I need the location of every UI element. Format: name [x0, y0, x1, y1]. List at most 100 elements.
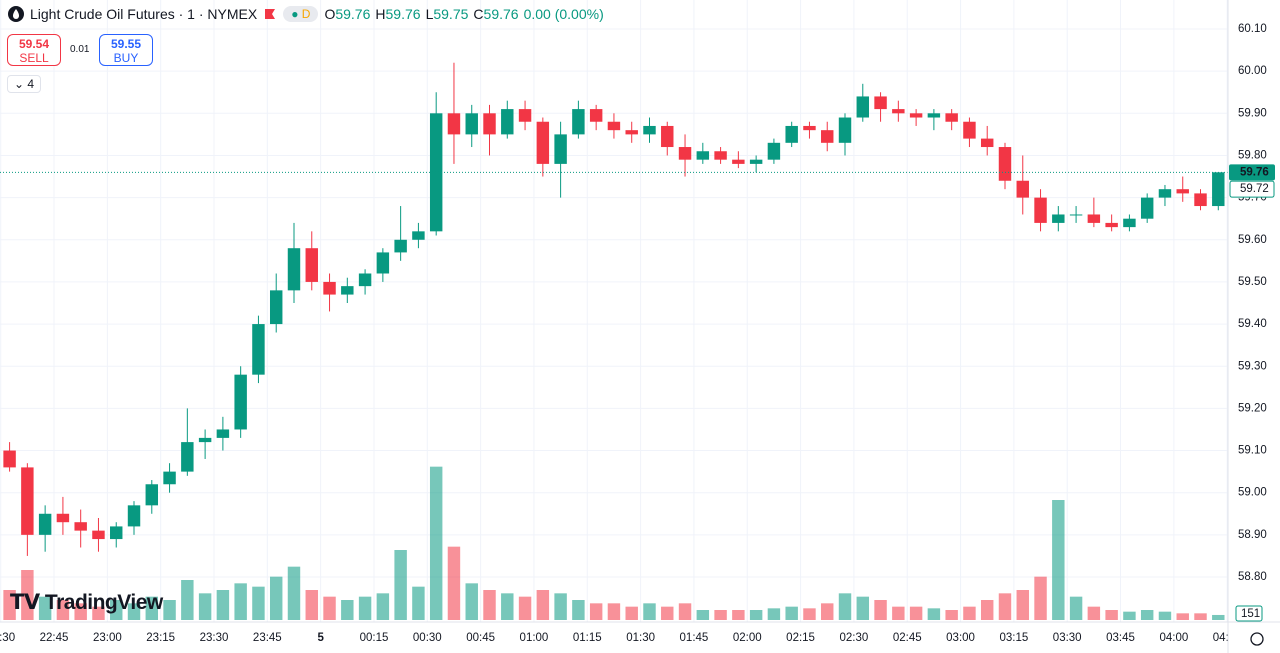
indicator-toggle[interactable]: ⌄ 4 — [7, 75, 42, 93]
last-price-box — [1229, 164, 1275, 181]
candle-body — [927, 113, 941, 118]
volume-bar — [1194, 613, 1207, 620]
candle-body — [1158, 189, 1172, 198]
x-tick-label: 23:00 — [93, 632, 122, 644]
y-tick-label: 59.90 — [1238, 107, 1267, 119]
volume-bar — [678, 603, 692, 620]
candle-body — [74, 522, 87, 531]
buy-button[interactable]: 59.55 BUY — [99, 34, 153, 66]
volume-bar — [341, 600, 354, 620]
candle-body — [56, 513, 70, 523]
volume-bar — [1034, 576, 1047, 620]
candle-body — [661, 125, 674, 148]
candle-body — [447, 113, 461, 135]
volume-bar — [607, 603, 621, 620]
volume-bar — [696, 610, 710, 620]
y-tick-label: 60.10 — [1238, 23, 1267, 35]
volume-bar — [1176, 613, 1189, 620]
candle-body — [145, 484, 159, 506]
volume-bar — [465, 583, 478, 620]
volume-bar — [198, 593, 212, 620]
candle-body — [803, 125, 816, 131]
y-tick-label: 59.50 — [1238, 276, 1267, 288]
volume-bar — [429, 466, 443, 620]
volume-bar — [963, 606, 976, 620]
candle-body — [696, 151, 710, 160]
volume-bar — [216, 590, 230, 620]
x-tick-label: 01:45 — [680, 632, 709, 644]
volume-value-label: 151 — [1241, 608, 1260, 620]
ohlc-key: O — [324, 6, 336, 22]
x-tick-label: 22:30 — [0, 632, 15, 644]
y-tick-label: 59.00 — [1238, 487, 1267, 499]
candle-body — [501, 109, 514, 135]
y-tick-label: 58.90 — [1238, 529, 1267, 541]
volume-bar — [110, 600, 123, 620]
volume-layer — [3, 466, 1225, 620]
candle-body — [234, 374, 247, 430]
logo[interactable]: 𝗧𝗩 TradingView — [10, 591, 163, 614]
x-tick-label: 01:00 — [520, 632, 549, 644]
volume-bar — [181, 580, 194, 620]
candle-body — [892, 109, 905, 114]
y-tick-label: 59.20 — [1238, 402, 1267, 414]
volume-bar — [518, 596, 532, 620]
candle-body — [1052, 214, 1065, 223]
flag-icon[interactable] — [263, 7, 277, 21]
volume-bar — [305, 590, 318, 620]
y-tick-label: 58.80 — [1238, 571, 1267, 583]
candle-body — [589, 109, 603, 122]
candle-body — [1105, 222, 1118, 228]
line-value-box — [1229, 180, 1275, 198]
candle-body — [767, 142, 781, 160]
candle-body — [465, 113, 478, 135]
candle-body — [1123, 218, 1136, 228]
candle-body — [1016, 180, 1029, 198]
candle-body — [269, 290, 283, 325]
sell-label: SELL — [19, 51, 49, 65]
ohlc-key: H — [375, 6, 386, 22]
candle-body — [198, 437, 212, 443]
volume-bar — [945, 610, 958, 620]
buy-price: 59.55 — [110, 37, 142, 51]
volume-bar — [21, 570, 34, 620]
x-tick-label: 5 — [317, 632, 324, 644]
x-tick-label: 00:45 — [466, 632, 495, 644]
change: 0.00 (0.00%) — [523, 6, 604, 22]
volume-bar — [661, 606, 674, 620]
candle-body — [732, 159, 745, 164]
volume-bar — [554, 593, 567, 620]
volume-bar — [536, 590, 550, 620]
candle-body — [1212, 172, 1225, 207]
candle-body — [909, 113, 923, 118]
volume-bar — [501, 593, 514, 620]
volume-bar — [838, 593, 852, 620]
x-tick-label: 02:30 — [840, 632, 869, 644]
candle-body — [323, 281, 336, 295]
candle-body — [3, 450, 16, 468]
candle-body — [749, 159, 763, 164]
x-tick-label: 23:15 — [146, 632, 175, 644]
buy-label: BUY — [113, 51, 139, 65]
volume-bar — [892, 606, 905, 620]
candle-body — [483, 113, 496, 135]
candle-body — [785, 125, 798, 143]
sell-button[interactable]: 59.54 SELL — [7, 34, 61, 66]
volume-bar — [38, 596, 52, 620]
symbol-title[interactable]: Light Crude Oil Futures · 1 · NYMEX — [30, 6, 258, 22]
candle-body — [1194, 193, 1207, 207]
candle-body — [429, 113, 443, 232]
x-tick-label: 03:30 — [1053, 632, 1082, 644]
candle-body — [1087, 214, 1101, 223]
settings-icon[interactable] — [1250, 632, 1264, 646]
candle-body — [38, 513, 52, 535]
volume-bar — [163, 600, 176, 620]
volume-bar — [1087, 606, 1101, 620]
status-pill[interactable]: ● D — [283, 6, 319, 22]
volume-bar — [376, 593, 390, 620]
volume-bar — [874, 600, 887, 620]
y-tick-label: 59.10 — [1238, 445, 1267, 457]
volume-bar — [3, 590, 16, 620]
volume-bar — [269, 576, 283, 620]
x-tick-label: 03:15 — [999, 632, 1028, 644]
